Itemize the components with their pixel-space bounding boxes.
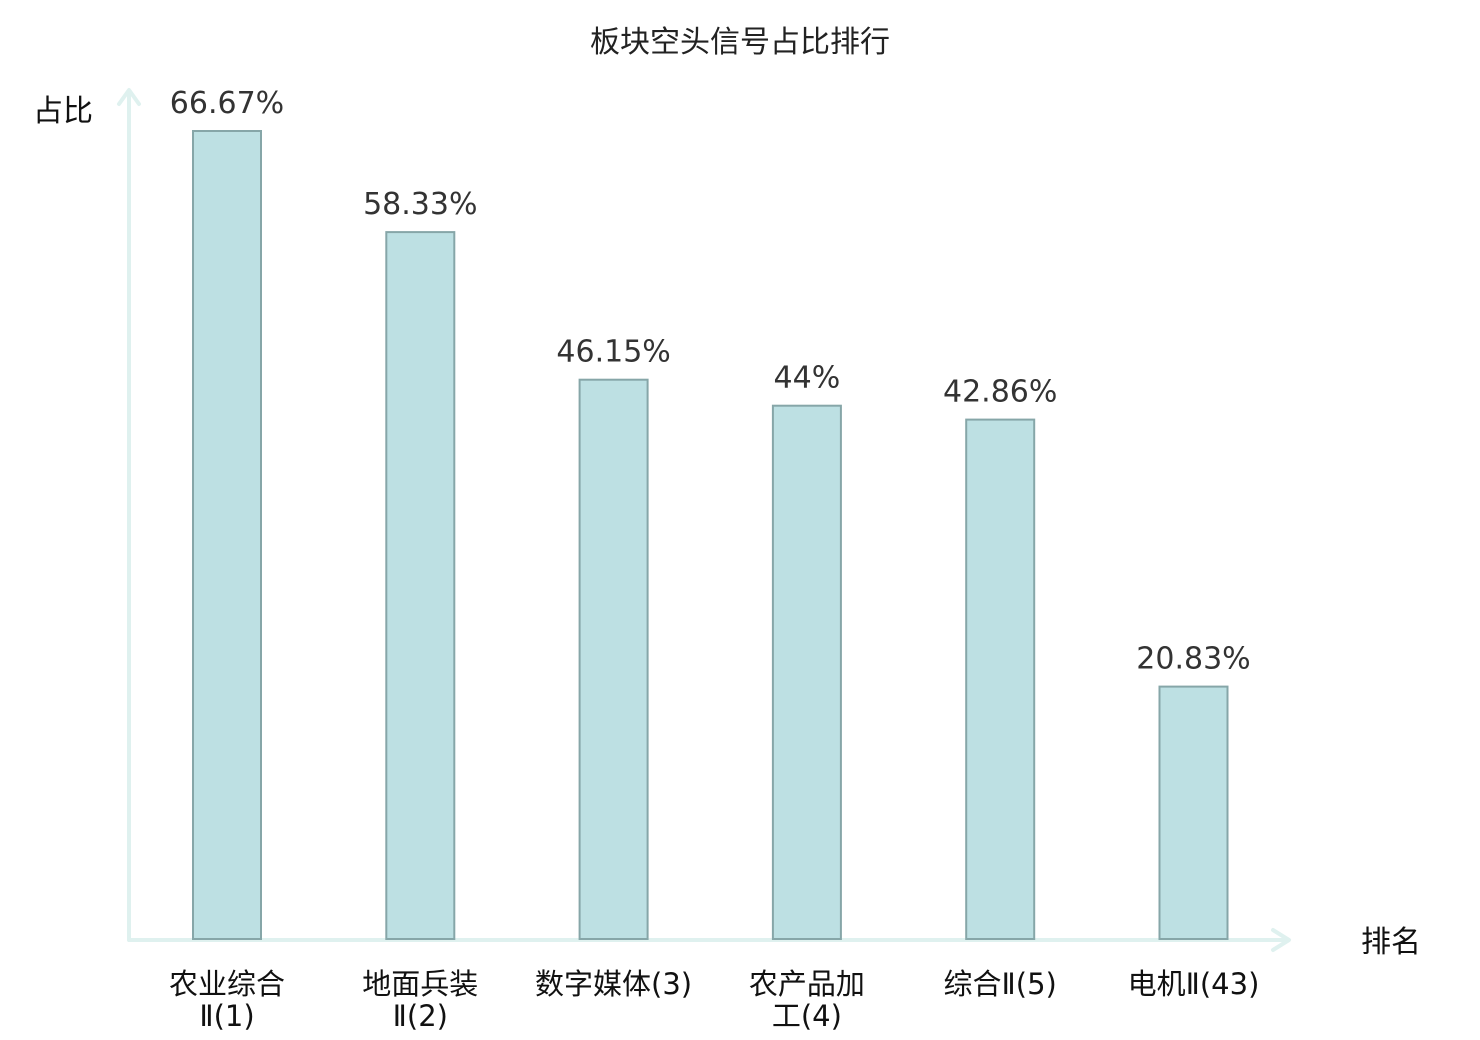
bar: [192, 130, 262, 940]
x-tick-label-line: 地面兵装: [362, 967, 478, 1001]
bar: [965, 418, 1036, 941]
chart-title: 板块空头信号占比排行: [590, 25, 890, 60]
x-tick-label-line: 农业综合: [169, 967, 285, 1001]
x-tick-label: 电机Ⅱ(43): [1128, 967, 1260, 1001]
x-tick-label: 农产品加工(4): [749, 967, 865, 1033]
category-labels-group: 农业综合 Ⅱ(1) 地面兵装 Ⅱ(2) 数字媒体(3) 农产品加工(4) 综合Ⅱ(5) 电机Ⅱ…: [169, 967, 1259, 1033]
bar-value-label: 58.33%: [363, 187, 477, 222]
bar-value-label: 44%: [774, 361, 841, 396]
x-tick-label: 农业综合 Ⅱ(1): [169, 967, 285, 1033]
y-axis-arrow: [117, 88, 141, 106]
x-tick-label-line: Ⅱ(2): [393, 999, 448, 1033]
bar-value-label: 20.83%: [1136, 642, 1250, 677]
x-tick-label: 数字媒体(3): [535, 967, 692, 1001]
axes: [117, 88, 1291, 952]
x-tick-label: 地面兵装 Ⅱ(2): [362, 967, 478, 1033]
bar: [1158, 685, 1229, 940]
x-tick-label-line: 工(4): [772, 999, 842, 1033]
bar: [578, 378, 649, 940]
x-tick-label-line: 综合Ⅱ(5): [944, 967, 1057, 1001]
x-tick-label: 综合Ⅱ(5): [944, 967, 1057, 1001]
bar-value-label: 42.86%: [943, 375, 1057, 410]
bar: [385, 231, 456, 941]
x-axis-label: 排名: [1361, 925, 1421, 960]
x-tick-label-line: 电机Ⅱ(43): [1128, 967, 1260, 1001]
x-tick-label-line: Ⅱ(1): [199, 999, 254, 1033]
x-axis-arrow: [1271, 928, 1291, 952]
bar-value-label: 66.67%: [170, 86, 284, 121]
bars-group: [192, 130, 1229, 941]
x-tick-label-line: 数字媒体(3): [535, 967, 692, 1001]
value-labels-group: 66.67% 58.33% 46.15% 44% 42.86% 20.83%: [170, 86, 1251, 677]
bar: [771, 404, 842, 940]
bar-value-label: 46.15%: [556, 335, 670, 370]
y-axis-label: 占比: [33, 94, 93, 129]
x-tick-label-line: 农产品加: [749, 967, 865, 1001]
